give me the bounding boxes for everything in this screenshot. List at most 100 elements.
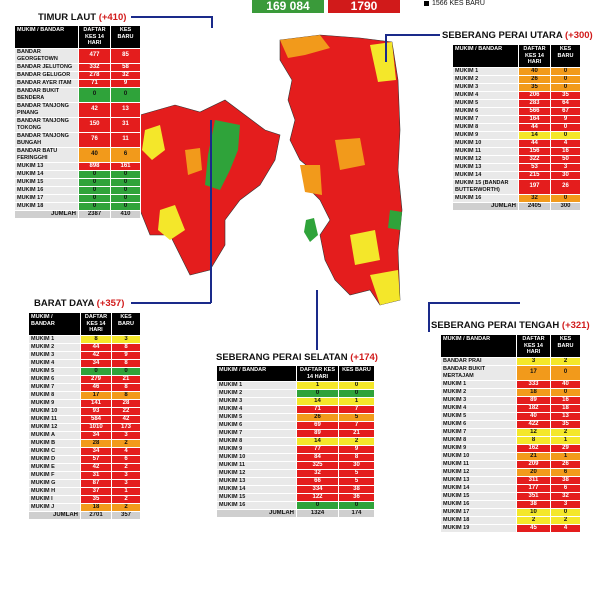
new-cases-cell: 1: [550, 451, 581, 461]
new-cases-cell: 6: [550, 467, 581, 477]
table-row: MUKIM 10 84 8: [216, 453, 375, 462]
cases-14-days-cell: 14: [296, 397, 339, 406]
mainland-yellow-region: [370, 42, 396, 82]
new-cases-cell: 42: [111, 414, 141, 424]
connector-line: [316, 290, 318, 350]
new-cases-cell: 18: [550, 403, 581, 413]
new-cases-cell: 5: [338, 413, 375, 422]
cases-14-days-cell: 0: [78, 86, 111, 103]
cases-14-days-cell: 76: [78, 131, 111, 148]
row-label: MUKIM 13: [14, 161, 79, 171]
row-label: MUKIM 17: [14, 193, 79, 203]
cases-14-days-cell: 8: [80, 334, 112, 344]
row-label: MUKIM 12: [452, 154, 519, 164]
row-label: MUKIM 6: [28, 374, 81, 384]
row-label: MUKIM 1: [28, 334, 81, 344]
table-row: BANDAR AYER ITAM 71 9: [14, 78, 141, 88]
barat-daya-table: MUKIM / BANDAR DAFTAR KES 14 HARI KES BARU…: [28, 312, 141, 520]
row-label: MUKIM 10: [216, 453, 297, 462]
cases-14-days-cell: 351: [516, 491, 551, 501]
row-label: BANDAR TANJONG BUNGAH: [14, 131, 79, 148]
row-label: MUKIM 11: [28, 414, 81, 424]
table-row: MUKIM 13 53 3: [452, 162, 581, 172]
new-cases-cell: 8: [111, 358, 141, 368]
new-cases-cell: 1: [111, 486, 141, 496]
row-label: MUKIM J: [28, 502, 81, 512]
cases-14-days-cell: 0: [296, 501, 339, 510]
table-row: MUKIM E 42 2: [28, 462, 141, 472]
section-name: SEBERANG PERAI UTARA: [442, 30, 563, 41]
section-added: (+174): [350, 352, 378, 363]
row-label: MUKIM 13: [452, 162, 519, 172]
cases-14-days-cell: 37: [80, 486, 112, 496]
row-label: MUKIM I: [28, 494, 81, 504]
cases-14-days-cell: 8: [516, 435, 551, 445]
timur-laut-table: MUKIM / BANDAR DAFTAR KES 14 HARI KES BARU…: [14, 25, 141, 219]
cases-14-days-cell: 477: [78, 47, 111, 64]
cases-14-days-cell: 279: [80, 374, 112, 384]
table-row: MUKIM 11 584 42: [28, 414, 141, 424]
cases-14-days-cell: 44: [518, 138, 551, 148]
new-cases-cell: 9: [110, 78, 141, 88]
new-cases-cell: 32: [550, 491, 581, 501]
table-row: MUKIM 11 156 16: [452, 146, 581, 156]
new-cases-cell: 1: [338, 397, 375, 406]
total-value: 2405: [518, 201, 551, 211]
connector-line: [385, 34, 440, 36]
row-label: MUKIM 8: [452, 122, 519, 132]
table-row: MUKIM I 35 2: [28, 494, 141, 504]
row-label: MUKIM G: [28, 478, 81, 488]
new-cases-cell: 6: [110, 146, 141, 163]
mainland-yellow-region-2: [350, 230, 380, 265]
table-row: MUKIM 9 77 9: [216, 445, 375, 454]
new-cases-cell: 35: [550, 419, 581, 429]
row-label: MUKIM 5: [452, 98, 519, 108]
row-label: MUKIM 11: [440, 459, 517, 469]
column-header: KES BARU: [338, 365, 375, 382]
row-label: MUKIM 11: [452, 146, 519, 156]
table-row: BANDAR JELUTONG 332 58: [14, 62, 141, 72]
new-cases-cell: 13: [550, 411, 581, 421]
table-row: MUKIM 10 21 1: [440, 451, 581, 461]
section-name: SEBERANG PERAI SELATAN: [216, 352, 348, 363]
cases-14-days-cell: 0: [78, 201, 111, 211]
new-cases-cell: 2: [550, 515, 581, 525]
new-cases-cell: 30: [550, 170, 581, 180]
table-row: MUKIM 17 10 0: [440, 507, 581, 517]
row-label: MUKIM 9: [216, 445, 297, 454]
table-row: MUKIM G 87 3: [28, 478, 141, 488]
new-cases-cell: 0: [110, 193, 141, 203]
table-row: MUKIM B 28 2: [28, 438, 141, 448]
row-label: MUKIM 19: [440, 523, 517, 533]
total-value: 357: [111, 510, 141, 520]
row-label: MUKIM 1: [452, 66, 519, 76]
row-label: MUKIM 6: [216, 421, 297, 430]
new-cases-cell: 0: [110, 86, 141, 103]
table-row: MUKIM 4 34 8: [28, 358, 141, 368]
cases-14-days-cell: 34: [80, 446, 112, 456]
section-added: (+321): [561, 320, 590, 331]
cases-14-days-cell: 38: [516, 499, 551, 509]
section-name: TIMUR LAUT: [38, 12, 97, 23]
new-cases-banner: 1790: [328, 0, 400, 13]
row-label: MUKIM A: [28, 430, 81, 440]
cases-14-days-cell: 2: [516, 515, 551, 525]
cases-14-days-cell: 42: [78, 101, 111, 118]
new-cases-cell: 0: [550, 66, 581, 76]
row-label: MUKIM 6: [440, 419, 517, 429]
cases-14-days-cell: 206: [518, 90, 551, 100]
row-label: MUKIM 3: [440, 395, 517, 405]
new-cases-cell: 6: [550, 483, 581, 493]
new-cases-cell: 0: [550, 130, 581, 140]
new-cases-cell: 0: [110, 177, 141, 187]
section-added: (+300): [564, 30, 593, 41]
legend: 1566 KES BARU: [424, 0, 485, 7]
cases-14-days-cell: 0: [78, 169, 111, 179]
row-label: MUKIM 2: [452, 74, 519, 84]
cases-14-days-cell: 32: [518, 193, 551, 203]
row-label: MUKIM 16: [440, 499, 517, 509]
cases-14-days-cell: 566: [518, 106, 551, 116]
utara-title: SEBERANG PERAI UTARA (+300): [442, 30, 593, 41]
